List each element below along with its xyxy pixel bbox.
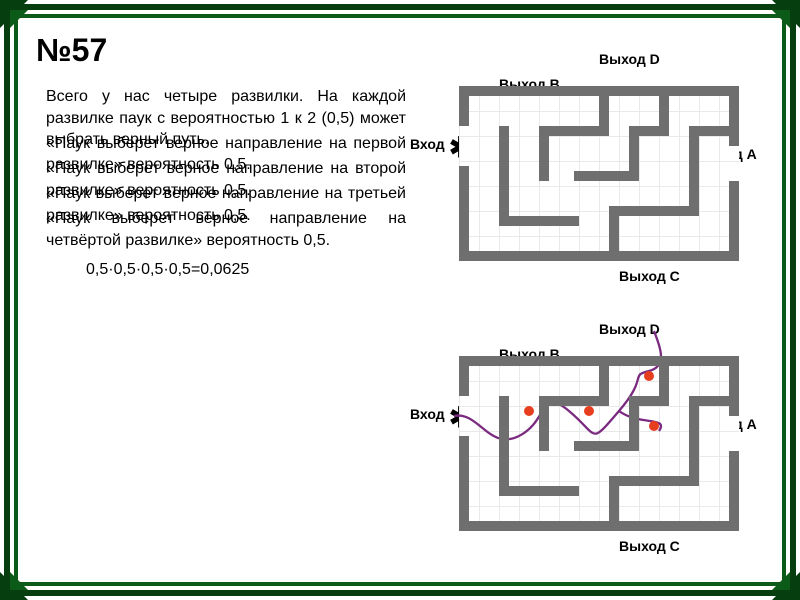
maze-top: Выход D Выход В Выход А Вход Выход С ✱ (404, 46, 754, 286)
fork-dot (584, 406, 594, 416)
maze-wall (599, 366, 609, 406)
label-entry: Вход (410, 406, 445, 422)
maze-wall (499, 126, 509, 226)
maze-wall (609, 476, 699, 486)
maze-wall (459, 436, 469, 531)
label-entry: Вход (410, 136, 445, 152)
label-exit-d: Выход D (599, 51, 660, 67)
maze-grid-bottom (459, 356, 739, 531)
maze-wall (729, 86, 739, 146)
fork-dot (644, 371, 654, 381)
maze-wall (499, 216, 579, 226)
maze-wall (609, 206, 699, 216)
corner-tri-inner (10, 10, 28, 28)
slide-content: №57 Всего у нас четыре развилки. На кажд… (26, 26, 774, 574)
maze-wall (689, 396, 699, 486)
maze-wall (599, 96, 609, 136)
label-exit-c: Выход С (619, 538, 680, 554)
maze-wall (459, 356, 469, 396)
maze-wall (729, 356, 739, 416)
maze-wall (459, 86, 469, 126)
corner-tri-inner (772, 572, 790, 590)
maze-wall (729, 181, 739, 261)
maze-wall (459, 166, 469, 261)
answer-calc: 0,5·0,5·0,5·0,5=0,0625 (86, 260, 406, 280)
maze-wall (459, 86, 739, 96)
paragraph-fork4: «Паук выберет верное направление на четв… (46, 208, 406, 251)
text-column: Всего у нас четыре развилки. На каждой р… (46, 86, 406, 280)
corner-tri-inner (772, 10, 790, 28)
maze-wall (689, 396, 734, 406)
maze-wall (499, 396, 509, 496)
fork-dot (649, 421, 659, 431)
maze-wall (459, 356, 739, 366)
label-exit-d: Выход D (599, 321, 660, 337)
fork-dot (524, 406, 534, 416)
maze-wall (659, 366, 669, 406)
maze-bottom: Выход D Выход В Выход А Вход Выход С ✱ (404, 316, 754, 556)
maze-wall (459, 521, 739, 531)
maze-wall (729, 451, 739, 531)
maze-wall (499, 486, 579, 496)
maze-wall (459, 251, 739, 261)
maze-wall (659, 96, 669, 136)
maze-wall (689, 126, 699, 216)
maze-grid-top (459, 86, 739, 261)
corner-tri-inner (10, 572, 28, 590)
maze-wall (689, 126, 734, 136)
label-exit-c: Выход С (619, 268, 680, 284)
